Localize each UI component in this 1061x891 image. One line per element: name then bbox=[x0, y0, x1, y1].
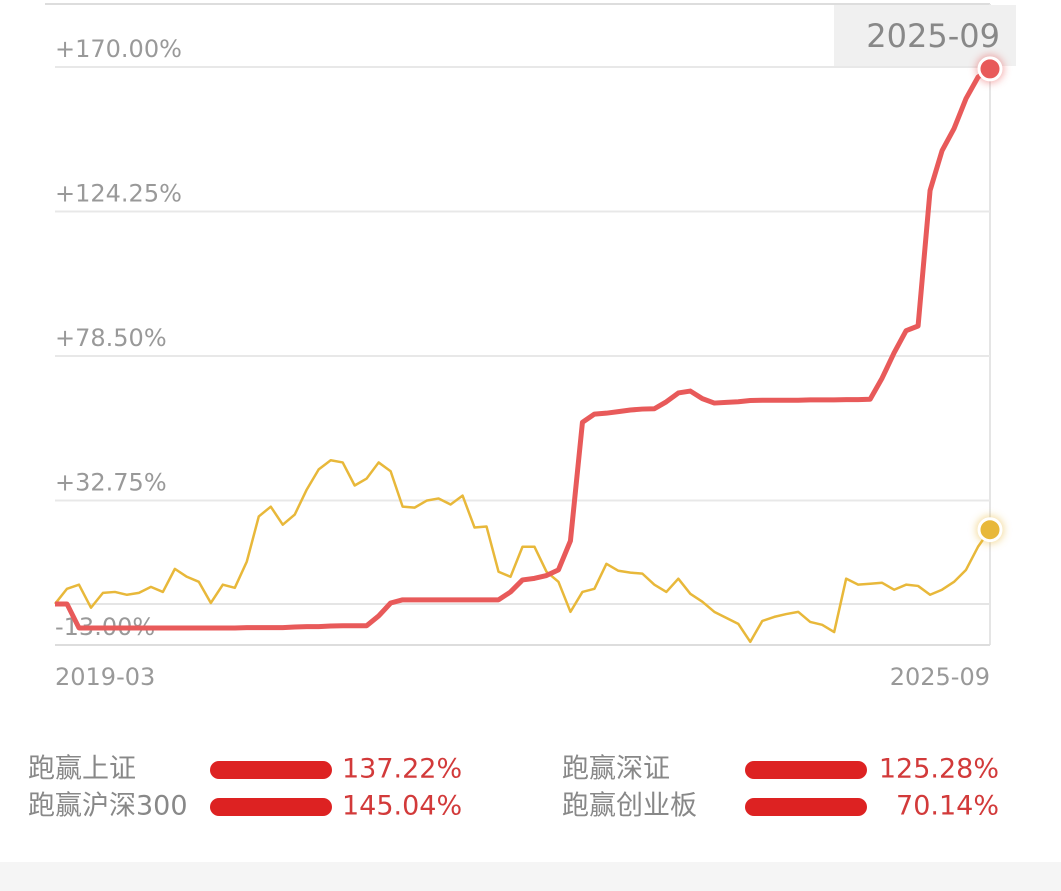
stat-value: 125.28% bbox=[879, 754, 999, 785]
y-tick-label: +170.00% bbox=[55, 35, 182, 63]
series-line bbox=[54, 458, 992, 644]
stat-bar bbox=[210, 798, 332, 816]
stat-value: 70.14% bbox=[896, 791, 999, 822]
stat-name: 跑赢创业板 bbox=[562, 791, 697, 822]
tooltip-date: 2025-09 bbox=[866, 17, 1000, 55]
stat-bar bbox=[210, 761, 332, 779]
x-tick-label: 2025-09 bbox=[890, 663, 990, 691]
stat-name: 跑赢深证 bbox=[562, 754, 670, 785]
x-tick-label: 2019-03 bbox=[55, 663, 155, 691]
y-tick-label: +78.50% bbox=[55, 324, 167, 352]
stat-bar bbox=[745, 761, 867, 779]
end-dot bbox=[977, 56, 1003, 82]
series-line bbox=[55, 66, 992, 631]
y-tick-label: +32.75% bbox=[55, 469, 167, 497]
footer-strip bbox=[0, 862, 1061, 891]
stat-value: 145.04% bbox=[342, 791, 462, 822]
stat-name: 跑赢上证 bbox=[28, 754, 136, 785]
stat-value: 137.22% bbox=[342, 754, 462, 785]
stat-name: 跑赢沪深300 bbox=[28, 791, 188, 822]
end-dot bbox=[977, 517, 1003, 543]
y-tick-label: +124.25% bbox=[55, 180, 182, 208]
stat-bar bbox=[745, 798, 867, 816]
